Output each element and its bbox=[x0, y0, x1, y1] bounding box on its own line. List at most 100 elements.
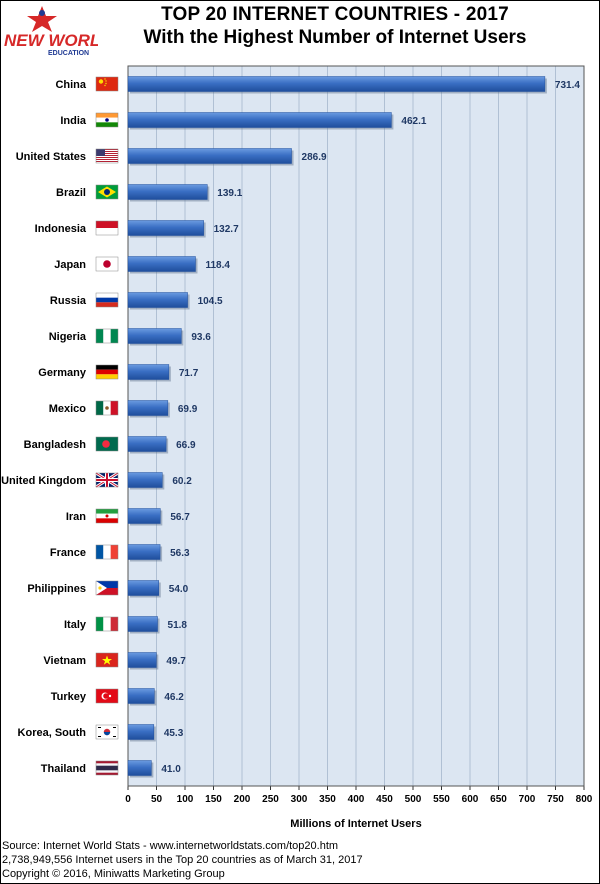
bar bbox=[127, 508, 161, 524]
chart-subtitle: With the Highest Number of Internet User… bbox=[143, 27, 527, 48]
x-tick-label: 450 bbox=[376, 794, 393, 805]
value-label: 51.8 bbox=[168, 620, 188, 631]
category-label: Bangladesh bbox=[24, 439, 87, 451]
x-tick-label: 750 bbox=[547, 794, 564, 805]
category-label: Italy bbox=[64, 619, 87, 631]
x-tick-label: 500 bbox=[405, 794, 422, 805]
x-tick-label: 550 bbox=[433, 794, 450, 805]
x-tick-label: 0 bbox=[125, 794, 131, 805]
bar bbox=[127, 292, 188, 308]
value-label: 49.7 bbox=[166, 656, 186, 667]
value-label: 139.1 bbox=[217, 188, 242, 199]
bar bbox=[127, 184, 208, 200]
category-label: Brazil bbox=[56, 187, 86, 199]
x-tick-label: 650 bbox=[490, 794, 507, 805]
x-tick-label: 100 bbox=[177, 794, 194, 805]
x-tick-label: 400 bbox=[348, 794, 365, 805]
x-tick-label: 700 bbox=[519, 794, 536, 805]
bar bbox=[127, 580, 160, 596]
category-label: Vietnam bbox=[43, 655, 86, 667]
chart-title: TOP 20 INTERNET COUNTRIES - 2017 bbox=[161, 4, 509, 25]
bar bbox=[127, 220, 204, 236]
bar bbox=[127, 112, 392, 128]
x-tick-label: 600 bbox=[462, 794, 479, 805]
bar bbox=[127, 400, 169, 416]
category-label: Thailand bbox=[41, 763, 86, 775]
value-label: 69.9 bbox=[178, 404, 198, 415]
philippines-flag-icon bbox=[95, 580, 119, 596]
value-label: 104.5 bbox=[198, 296, 223, 307]
value-label: 54.0 bbox=[169, 584, 189, 595]
value-label: 71.7 bbox=[179, 368, 199, 379]
united-kingdom-flag-icon bbox=[95, 471, 119, 489]
thailand-flag-icon bbox=[95, 760, 119, 776]
source-note: Source: Internet World Stats - www.inter… bbox=[2, 840, 339, 852]
value-label: 66.9 bbox=[176, 440, 196, 451]
japan-flag-icon bbox=[95, 256, 119, 272]
category-label: Turkey bbox=[51, 691, 87, 703]
x-tick-label: 200 bbox=[234, 794, 251, 805]
x-axis-label: Millions of Internet Users bbox=[290, 818, 421, 830]
copyright-note: Copyright © 2016, Miniwatts Marketing Gr… bbox=[2, 868, 225, 880]
italy-flag-icon bbox=[95, 616, 119, 632]
bar bbox=[127, 436, 167, 452]
category-label: Korea, South bbox=[18, 727, 87, 739]
category-label: United Kingdom bbox=[1, 475, 86, 487]
value-label: 118.4 bbox=[205, 260, 230, 271]
category-label: Japan bbox=[54, 259, 86, 271]
china-flag-icon bbox=[95, 76, 119, 92]
category-label: Iran bbox=[66, 511, 86, 523]
category-label: Russia bbox=[50, 295, 87, 307]
indonesia-flag-icon bbox=[95, 220, 119, 236]
category-label: China bbox=[55, 79, 86, 91]
france-flag-icon bbox=[95, 544, 119, 560]
plot-border bbox=[127, 65, 585, 787]
bar bbox=[127, 760, 152, 776]
x-tick-label: 50 bbox=[151, 794, 163, 805]
value-label: 60.2 bbox=[172, 476, 192, 487]
bar bbox=[127, 148, 292, 164]
svg-text:NEW WORLD: NEW WORLD bbox=[4, 31, 98, 50]
bar bbox=[127, 76, 546, 92]
turkey-flag-icon bbox=[95, 688, 119, 704]
bar bbox=[127, 472, 163, 488]
x-tick-label: 350 bbox=[319, 794, 336, 805]
germany-flag-icon bbox=[95, 364, 119, 380]
bar bbox=[127, 364, 170, 380]
russia-flag-icon bbox=[95, 292, 119, 308]
value-label: 41.0 bbox=[161, 764, 181, 775]
nigeria-flag-icon bbox=[95, 328, 119, 344]
bangladesh-flag-icon bbox=[95, 436, 119, 452]
value-label: 45.3 bbox=[164, 728, 184, 739]
value-label: 93.6 bbox=[191, 332, 211, 343]
value-label: 462.1 bbox=[401, 116, 426, 127]
category-label: Philippines bbox=[27, 583, 86, 595]
x-tick-label: 300 bbox=[291, 794, 308, 805]
korea-south-flag-icon bbox=[95, 724, 119, 740]
x-tick-label: 250 bbox=[262, 794, 279, 805]
vietnam-flag-icon bbox=[95, 652, 119, 668]
value-label: 56.7 bbox=[170, 512, 190, 523]
category-label: Mexico bbox=[49, 403, 87, 415]
iran-flag-icon bbox=[95, 508, 119, 524]
value-label: 731.4 bbox=[555, 80, 580, 91]
svg-text:EDUCATION: EDUCATION bbox=[48, 50, 89, 56]
value-label: 56.3 bbox=[170, 548, 190, 559]
x-tick-label: 150 bbox=[205, 794, 222, 805]
category-label: Germany bbox=[38, 367, 87, 379]
bar bbox=[127, 688, 155, 704]
brazil-flag-icon bbox=[95, 184, 119, 200]
bar bbox=[127, 616, 158, 632]
category-label: Nigeria bbox=[49, 331, 87, 343]
category-label: United States bbox=[16, 151, 86, 163]
category-label: India bbox=[60, 115, 87, 127]
bar bbox=[127, 544, 161, 560]
bar bbox=[127, 652, 157, 668]
mexico-flag-icon bbox=[95, 400, 119, 416]
category-label: France bbox=[50, 547, 86, 559]
category-label: Indonesia bbox=[35, 223, 87, 235]
bar bbox=[127, 724, 155, 740]
india-flag-icon bbox=[95, 112, 119, 128]
value-label: 46.2 bbox=[164, 692, 184, 703]
